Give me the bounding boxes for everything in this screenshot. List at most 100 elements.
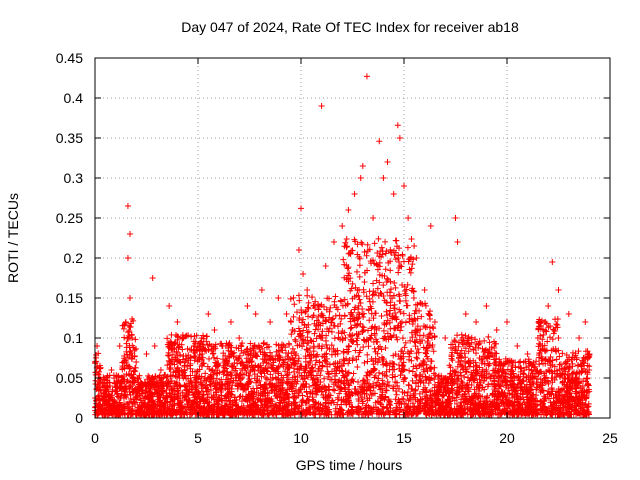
y-tick-label: 0.05: [56, 370, 83, 386]
data-point: [108, 367, 115, 373]
y-ticks: 0 0.05 0.1 0.15 0.2 0.25 0.3 0.35 0.4 0.45: [56, 50, 610, 426]
data-point: [124, 203, 131, 209]
data-point: [190, 343, 197, 349]
data-point: [504, 319, 510, 325]
x-tick-label: 25: [602, 430, 618, 446]
data-point: [380, 175, 387, 181]
y-tick-label: 0.25: [56, 210, 83, 226]
background-scatter: [92, 235, 593, 418]
data-point: [127, 295, 134, 301]
data-point: [405, 215, 412, 221]
y-tick-label: 0: [75, 410, 83, 426]
y-tick-label: 0.45: [56, 50, 83, 66]
data-point: [413, 255, 420, 261]
y-axis-title: ROTI / TECUs: [5, 193, 21, 283]
data-point: [396, 135, 403, 141]
data-points: [92, 73, 593, 397]
data-point: [244, 303, 251, 309]
data-point: [124, 255, 131, 261]
data-point: [149, 275, 156, 281]
x-tick-label: 15: [396, 430, 412, 446]
data-point: [127, 231, 134, 237]
data-point: [199, 351, 206, 357]
data-point: [545, 303, 552, 309]
data-point: [462, 311, 469, 317]
data-point: [351, 191, 358, 197]
data-point: [345, 207, 352, 213]
data-point: [514, 343, 521, 349]
data-point: [102, 383, 109, 389]
data-point: [421, 287, 428, 293]
data-point: [157, 367, 164, 373]
data-point: [339, 223, 346, 229]
data-point: [267, 319, 274, 325]
data-point: [318, 103, 325, 109]
x-tick-label: 5: [194, 430, 202, 446]
data-point: [555, 287, 562, 293]
x-tick-label: 20: [499, 430, 515, 446]
data-point: [166, 303, 173, 309]
data-point: [143, 351, 150, 357]
data-point: [376, 138, 383, 145]
y-tick-label: 0.35: [56, 130, 83, 146]
data-point: [454, 239, 461, 245]
data-point: [565, 311, 572, 317]
data-point: [122, 319, 129, 325]
data-point: [258, 287, 265, 293]
data-point: [322, 263, 329, 269]
data-point: [330, 239, 337, 245]
data-point: [227, 319, 234, 325]
data-point: [275, 295, 282, 301]
data-point: [129, 335, 136, 341]
data-point: [133, 359, 140, 365]
data-point: [295, 247, 302, 253]
y-tick-label: 0.4: [64, 90, 84, 106]
data-point: [370, 215, 377, 221]
data-point: [304, 287, 311, 293]
data-point: [473, 319, 480, 325]
data-point: [493, 327, 500, 333]
data-point: [394, 122, 401, 129]
data-point: [298, 205, 304, 212]
data-point: [582, 319, 589, 325]
data-point: [180, 335, 187, 341]
data-point: [289, 327, 296, 333]
y-tick-label: 0.1: [64, 330, 84, 346]
data-point: [310, 303, 317, 309]
data-point: [401, 183, 407, 189]
data-point: [541, 319, 548, 325]
data-point: [219, 343, 226, 349]
data-point: [384, 159, 391, 165]
data-point: [151, 343, 158, 349]
chart-title: Day 047 of 2024, Rate Of TEC Index for r…: [181, 19, 519, 35]
y-tick-label: 0.15: [56, 290, 83, 306]
data-point: [483, 303, 490, 309]
data-point: [524, 351, 531, 357]
data-point: [427, 223, 434, 229]
data-point: [236, 335, 243, 341]
data-point: [586, 351, 593, 357]
data-point: [431, 319, 438, 325]
data-point: [116, 343, 123, 349]
data-point: [283, 311, 290, 317]
data-point: [205, 311, 212, 317]
y-tick-label: 0.2: [64, 250, 84, 266]
data-point: [549, 259, 556, 265]
data-point: [442, 335, 449, 341]
data-point: [390, 191, 397, 197]
data-point: [252, 311, 259, 317]
data-point: [98, 391, 105, 397]
data-point: [363, 73, 370, 80]
background-points: [92, 235, 593, 418]
plot-frame: [94, 57, 611, 419]
data-point: [174, 319, 181, 325]
y-tick-label: 0.3: [64, 170, 84, 186]
x-tick-label: 10: [293, 430, 309, 446]
x-tick-label: 0: [91, 430, 99, 446]
data-point: [534, 335, 541, 341]
data-point: [300, 271, 307, 277]
data-point: [211, 327, 218, 333]
data-point: [452, 215, 459, 221]
data-point: [357, 175, 364, 181]
